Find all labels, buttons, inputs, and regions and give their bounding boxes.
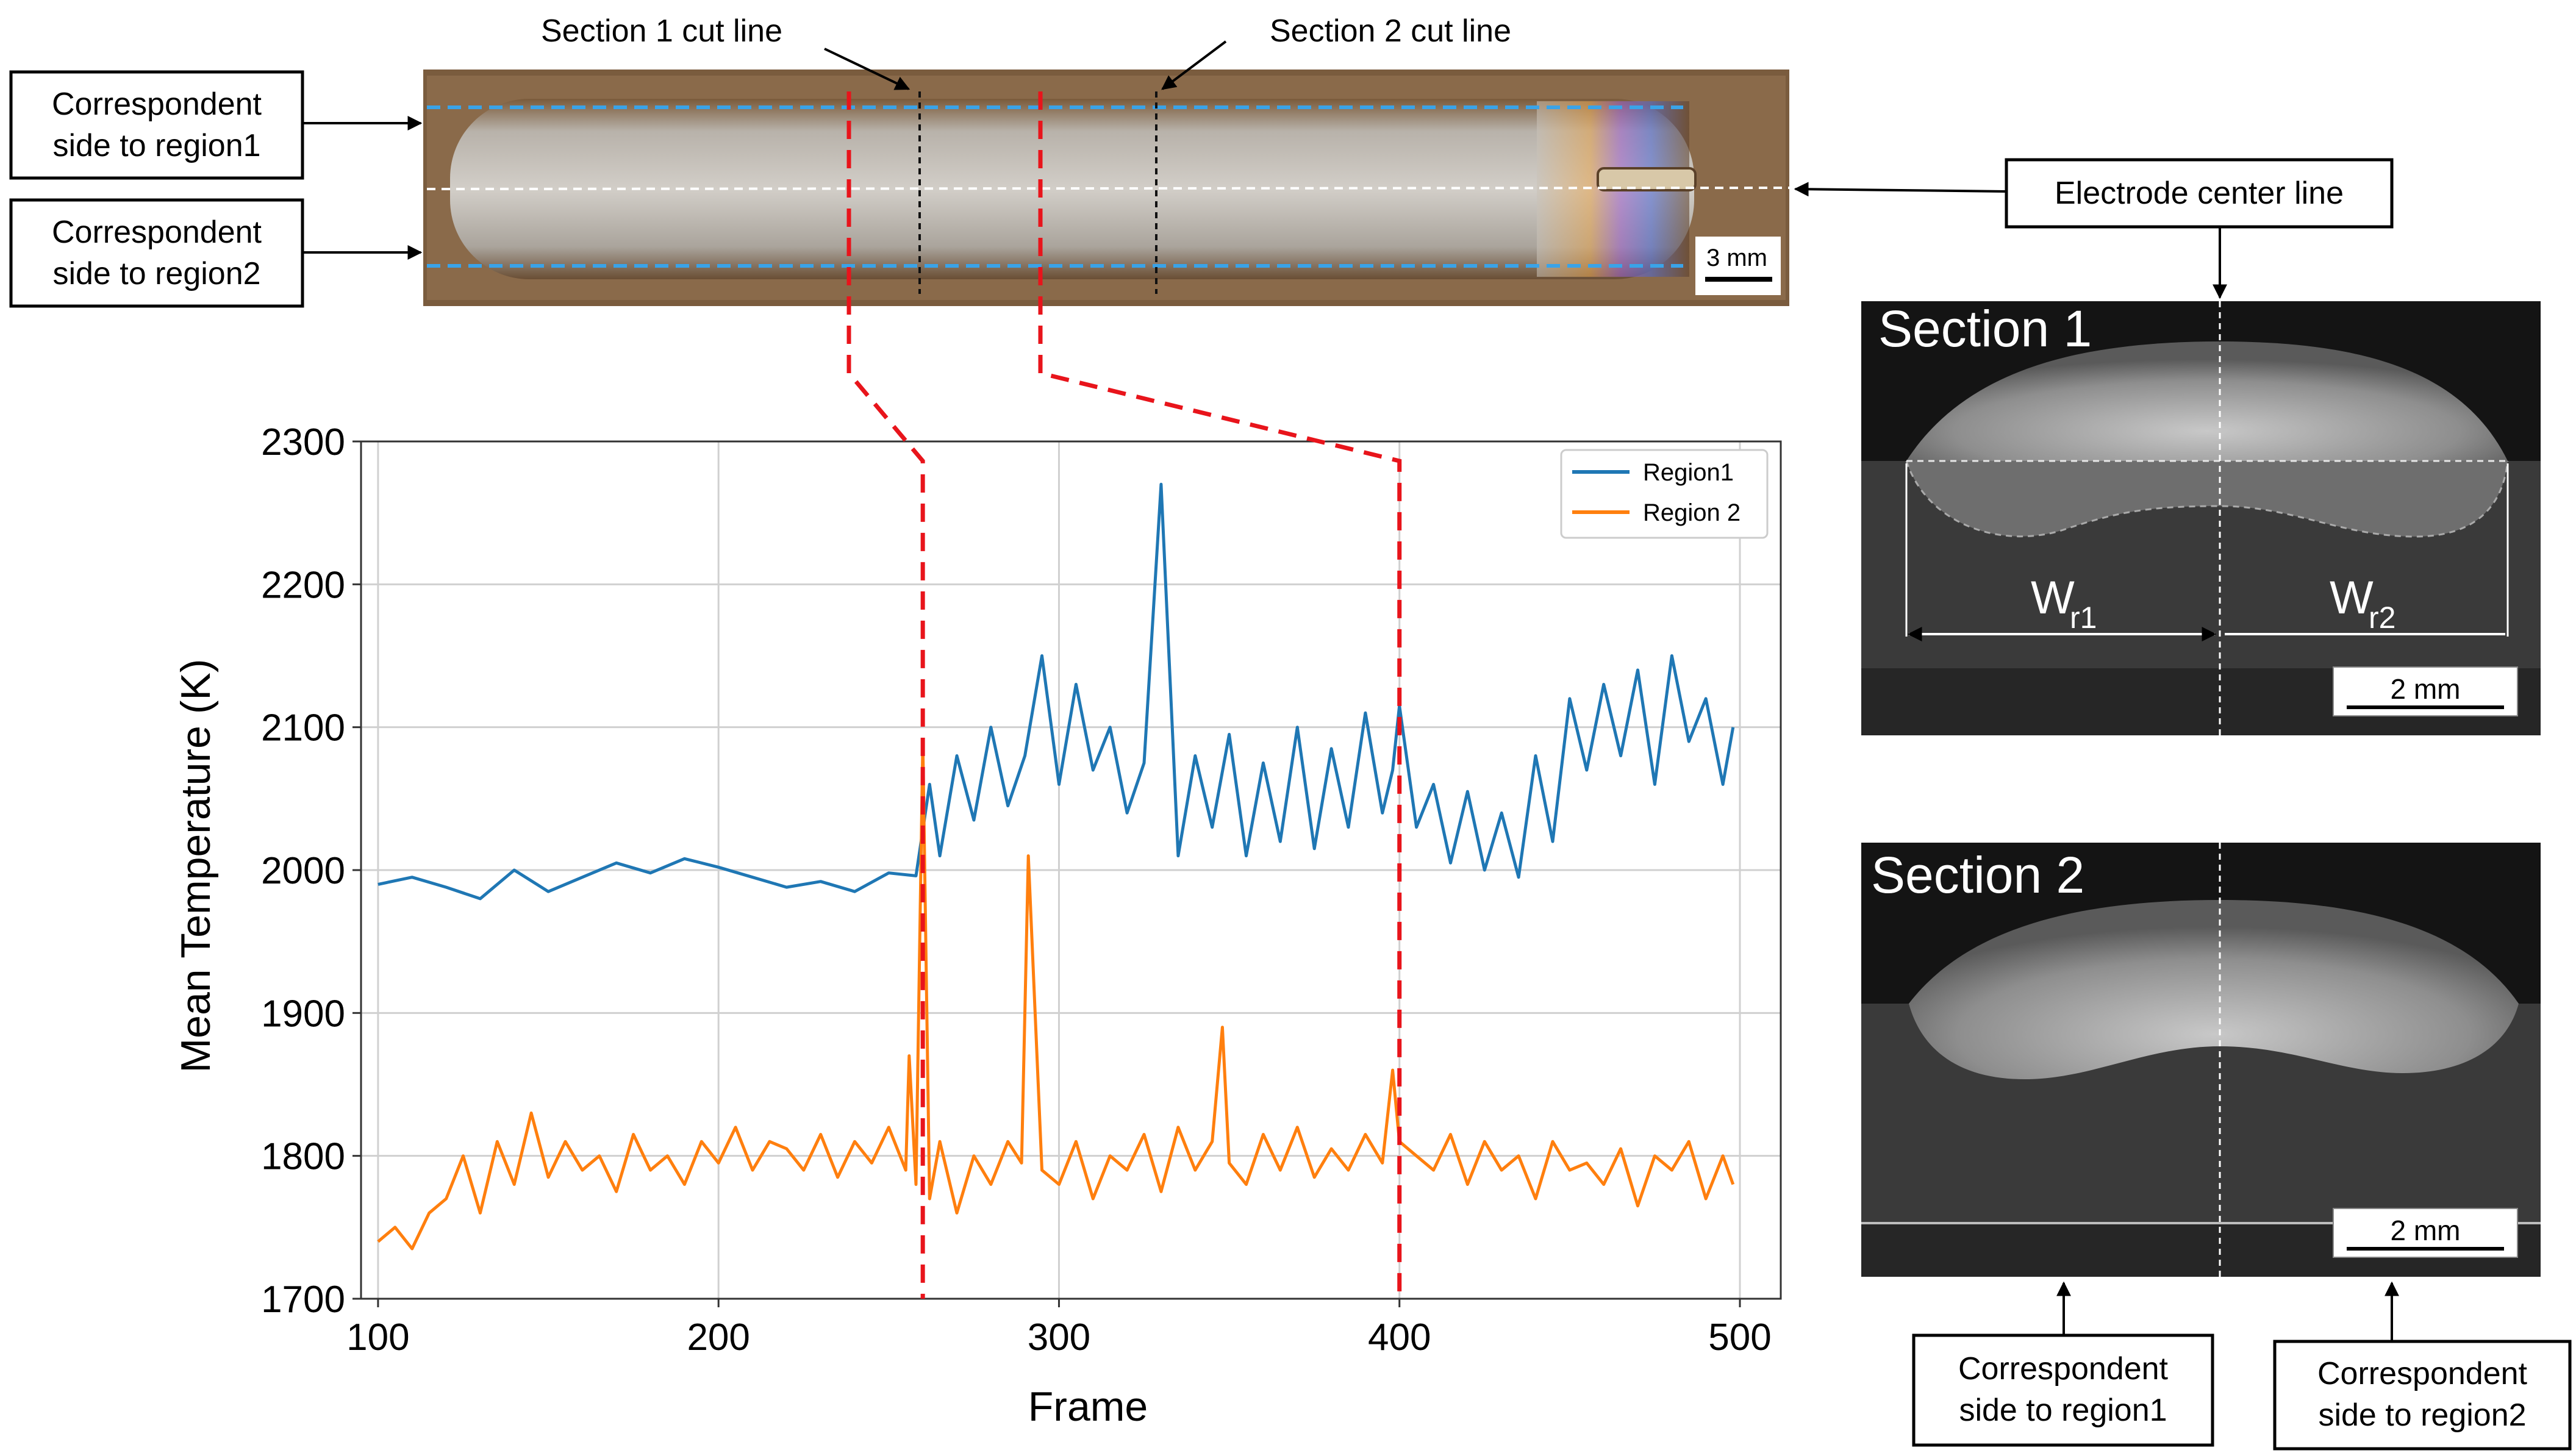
left-box-region1-line1: Correspondent: [52, 87, 262, 122]
section2-scale-label: 2 mm: [2391, 1215, 2461, 1246]
weld-scale-box: [1695, 237, 1781, 295]
y-tick-label-2300: 2300: [261, 421, 345, 463]
bottom-box-region2-line1: Correspondent: [2317, 1356, 2528, 1391]
legend: Region1 Region 2: [1560, 449, 1769, 539]
bottom-box-region1: Correspondent side to region1: [1912, 1333, 2214, 1447]
chart-series: [377, 482, 1735, 1251]
electrode-label: Electrode center line: [2055, 176, 2344, 211]
bottom-box-region2-line2: side to region2: [2318, 1398, 2526, 1433]
bottom-box-region1-line1: Correspondent: [1958, 1351, 2169, 1387]
y-tick-label-2200: 2200: [261, 564, 345, 606]
y-tick-label-1800: 1800: [261, 1136, 345, 1178]
electrode-center-dashed: [426, 187, 1790, 190]
y-axis-title: Mean Temperature (K): [173, 659, 219, 1073]
y-tick-label-1700: 1700: [261, 1279, 345, 1321]
section1-cut-label: Section 1 cut line: [541, 13, 782, 49]
bottom-box-region1-line2: side to region1: [1959, 1393, 2167, 1428]
electrode-arrow: [1794, 182, 2007, 197]
y-tick-label-2000: 2000: [261, 850, 345, 892]
section2-title: Section 2: [1871, 846, 2084, 904]
y-tick-label-2100: 2100: [261, 707, 345, 749]
y-tick-label-1900: 1900: [261, 993, 345, 1035]
x-tick-label-300: 300: [1028, 1316, 1090, 1358]
legend-label-region1: Region1: [1643, 459, 1734, 486]
left-box-region1: Correspondent side to region1: [9, 70, 304, 180]
weld-scale-label: 3 mm: [1706, 245, 1767, 271]
section1-w2-sub: r2: [2369, 601, 2395, 635]
cut-connector-section1: [846, 91, 925, 1299]
left-box-region2-line2: side to region2: [52, 256, 260, 291]
series-line-region2: [377, 740, 1735, 1251]
x-axis-title: Frame: [1028, 1383, 1148, 1430]
x-tick-label-200: 200: [687, 1316, 750, 1358]
chart-ticks: 100 200 300 400 500 1700 1800 1900 2000 2100 2200 2…: [261, 421, 1772, 1358]
x-tick-label-100: 100: [346, 1316, 409, 1358]
x-tick-label-500: 500: [1708, 1316, 1771, 1358]
legend-label-region2: Region 2: [1643, 499, 1741, 526]
chart: 100 200 300 400 500 1700 1800 1900 2000 2100 2200 2…: [173, 421, 1782, 1430]
section1-cut-arrow: [824, 48, 911, 90]
electrode-box: Electrode center line: [2005, 158, 2394, 229]
section1-w2-main: W: [2330, 572, 2374, 624]
section1-scale-label: 2 mm: [2391, 673, 2461, 705]
section1-w1-sub: r1: [2070, 601, 2097, 635]
cut-connectors: [846, 91, 1402, 1299]
section1-panel: [1861, 301, 2541, 735]
section2-cut-label: Section 2 cut line: [1270, 13, 1511, 49]
section1-w1-main: W: [2031, 572, 2075, 624]
section2-panel: [1861, 843, 2541, 1277]
cut-connector-section2: [1038, 91, 1402, 1299]
series-line-region1: [377, 482, 1735, 901]
left-box-region1-line2: side to region1: [52, 128, 260, 163]
x-tick-label-400: 400: [1368, 1316, 1431, 1358]
left-box-region2-line1: Correspondent: [52, 215, 262, 250]
left-box-region2: Correspondent side to region2: [9, 198, 304, 308]
section2-cut-arrow: [1161, 40, 1227, 90]
bottom-box-region2: Correspondent side to region2: [2273, 1340, 2572, 1451]
section1-title: Section 1: [1878, 300, 2092, 357]
